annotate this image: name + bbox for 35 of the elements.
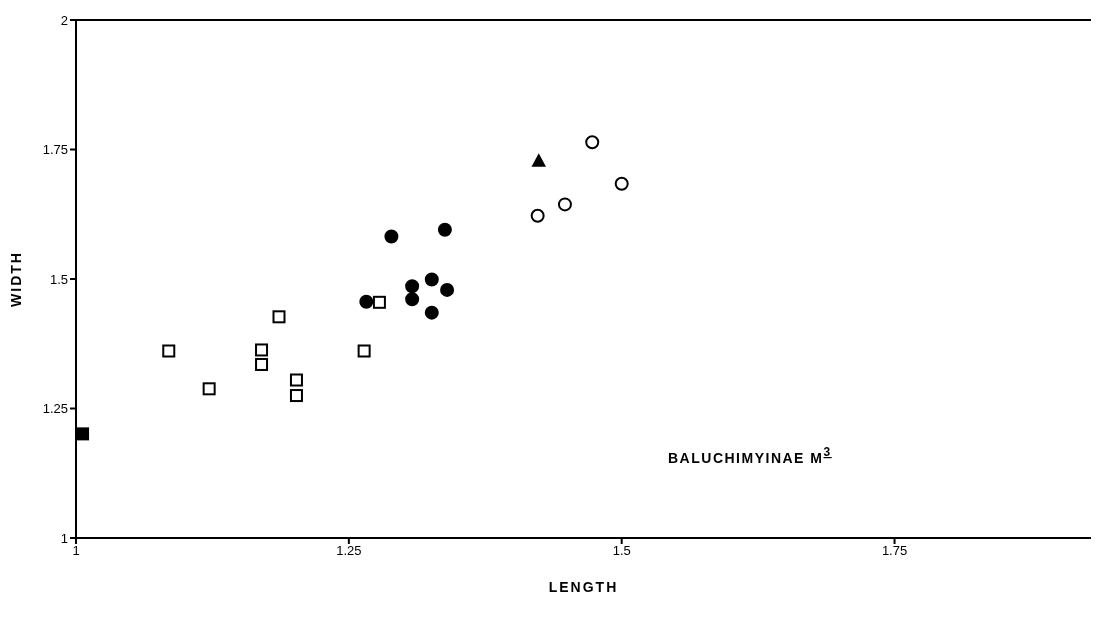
point xyxy=(532,154,546,167)
point xyxy=(162,344,176,358)
point xyxy=(424,305,439,320)
point xyxy=(272,310,286,324)
point xyxy=(557,197,572,212)
point xyxy=(357,344,371,358)
x-tick-label: 1.25 xyxy=(336,543,362,559)
point xyxy=(530,208,545,223)
point xyxy=(585,135,600,150)
point xyxy=(424,272,439,287)
point xyxy=(384,229,399,244)
point xyxy=(440,282,455,297)
x-tick-label: 1 xyxy=(72,543,80,559)
y-tick-label: 1 xyxy=(60,530,68,546)
point xyxy=(289,373,303,387)
point xyxy=(255,357,269,371)
point xyxy=(202,382,216,396)
point xyxy=(614,176,629,191)
point xyxy=(289,389,303,403)
x-tick-label: 1.75 xyxy=(881,543,908,559)
x-tick-label: 1.5 xyxy=(612,543,631,559)
point xyxy=(405,279,420,294)
y-tick-label: 1.5 xyxy=(49,271,68,287)
point xyxy=(372,295,386,309)
annotation: BALUCHIMYINAE M$^{3}$ xyxy=(668,445,832,466)
point xyxy=(359,294,374,309)
point xyxy=(405,292,420,307)
y-tick-label: 2 xyxy=(60,12,68,28)
y-tick-label: 1.25 xyxy=(42,401,68,417)
x-axis-title: LENGTH xyxy=(548,578,619,595)
point xyxy=(437,222,452,237)
point xyxy=(76,427,90,441)
y-axis-title: WIDTH xyxy=(7,251,24,307)
point xyxy=(255,343,269,357)
y-tick-label: 1.75 xyxy=(42,142,68,158)
